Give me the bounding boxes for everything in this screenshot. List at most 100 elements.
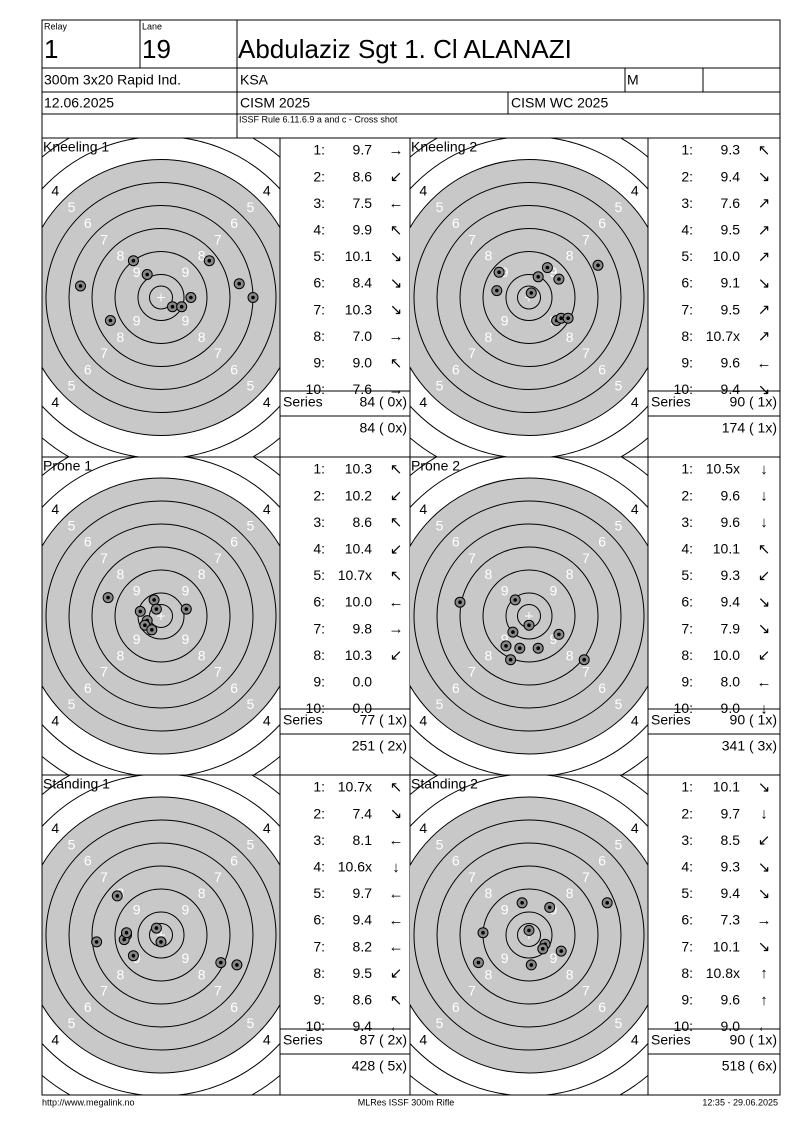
shot-number: 7: xyxy=(313,301,325,317)
series-title: Prone 1 xyxy=(43,458,92,474)
ring-label: 7 xyxy=(214,869,222,885)
shot-number: 1: xyxy=(681,461,693,477)
shot-number: 10: xyxy=(306,700,325,716)
ring-label: 9 xyxy=(181,313,189,329)
hit xyxy=(215,957,227,969)
ring-label: 6 xyxy=(230,853,238,869)
hit xyxy=(523,924,535,936)
ring-label: 6 xyxy=(230,680,238,696)
series-total: 84 ( 0x) xyxy=(360,394,407,410)
shot-direction: ↙ xyxy=(758,647,771,664)
shot-number: 5: xyxy=(313,567,325,583)
shot-number: 2: xyxy=(681,168,693,184)
ring-label: 8 xyxy=(198,966,206,982)
ring-label: 9 xyxy=(181,264,189,280)
shot-number: 9: xyxy=(681,992,693,1008)
ring-label: 4 xyxy=(263,501,271,517)
shot-value: 10.1 xyxy=(713,938,740,954)
ring-label: 6 xyxy=(598,680,606,696)
shot-value: 0.0 xyxy=(353,674,373,690)
hit xyxy=(562,312,574,324)
shot-direction: ↘ xyxy=(758,381,771,398)
ring-label: 5 xyxy=(615,517,623,533)
shot-value: 9.7 xyxy=(353,885,373,901)
ring-label: 4 xyxy=(419,820,427,836)
shot-number: 3: xyxy=(313,832,325,848)
series-total: 87 ( 2x) xyxy=(360,1032,407,1048)
shot-direction: ← xyxy=(757,355,772,372)
ring-label: 5 xyxy=(68,199,76,215)
shot-direction: ↙ xyxy=(390,647,403,664)
shot-number: 10: xyxy=(306,381,325,397)
shot-direction: ↙ xyxy=(390,965,403,982)
relay-label: Relay xyxy=(44,21,68,31)
hit xyxy=(203,255,215,267)
shot-direction: ↖ xyxy=(390,222,403,239)
shot-value: 7.5 xyxy=(353,195,373,211)
shot-direction: → xyxy=(389,328,404,345)
ring-label: 9 xyxy=(549,582,557,598)
ring-label: 7 xyxy=(100,664,108,680)
shot-direction: ↙ xyxy=(390,541,403,558)
ring-label: 7 xyxy=(468,664,476,680)
ring-label: 9 xyxy=(181,901,189,917)
series-title: Standing 2 xyxy=(411,776,478,792)
ring-label: 8 xyxy=(116,966,124,982)
ring-label: 7 xyxy=(582,664,590,680)
shot-value: 10.2 xyxy=(345,487,372,503)
shot-direction: ↖ xyxy=(390,461,403,478)
ring-label: 8 xyxy=(566,647,574,663)
shot-value: 10.0 xyxy=(345,594,372,610)
ring-label: 8 xyxy=(116,248,124,264)
hit xyxy=(472,957,484,969)
rule: ISSF Rule 6.11.6.9 a and c - Cross shot xyxy=(239,114,398,124)
ring-label: 7 xyxy=(100,550,108,566)
ring xyxy=(459,546,599,686)
ring-label: 7 xyxy=(100,983,108,999)
shot-value: 8.4 xyxy=(353,275,373,291)
series-label: Series xyxy=(283,394,323,410)
running-total: 174 ( 1x) xyxy=(722,420,777,436)
shot-direction: ↖ xyxy=(390,567,403,584)
shot-value: 10.7x xyxy=(706,328,740,344)
shot-value: 9.3 xyxy=(721,859,741,875)
ring-label: 5 xyxy=(615,199,623,215)
ring-label: 4 xyxy=(419,394,427,410)
shot-number: 1: xyxy=(313,142,325,158)
lane: 19 xyxy=(142,34,171,64)
ring-label: 6 xyxy=(230,215,238,231)
header-frame xyxy=(41,19,781,1096)
shot-number: 5: xyxy=(681,567,693,583)
ring-label: 6 xyxy=(84,853,92,869)
ring-label: 6 xyxy=(452,999,460,1015)
ring-label: 7 xyxy=(582,869,590,885)
ring-label: 9 xyxy=(181,631,189,647)
ring-label: 9 xyxy=(133,631,141,647)
shot-direction: ↘ xyxy=(758,939,771,956)
hit xyxy=(555,945,567,957)
shot-direction: ↖ xyxy=(390,992,403,1009)
ring xyxy=(91,546,231,686)
shot-direction: ← xyxy=(389,912,404,929)
shot-number: 7: xyxy=(681,938,693,954)
ring-label: 4 xyxy=(631,712,639,728)
shot-value: 9.6 xyxy=(721,487,741,503)
ring-label: 5 xyxy=(436,378,444,394)
shot-direction: ↓ xyxy=(760,514,768,531)
shot-number: 6: xyxy=(313,912,325,928)
shot-number: 4: xyxy=(681,541,693,557)
ring-label: 4 xyxy=(51,1031,59,1047)
ring-label: 9 xyxy=(501,950,509,966)
shot-direction: → xyxy=(389,381,404,398)
ring xyxy=(482,569,576,663)
footer-center: MLRes ISSF 300m Rifle xyxy=(358,1097,455,1107)
shot-number: 3: xyxy=(681,195,693,211)
shot-number: 10: xyxy=(674,381,693,397)
ring-label: 6 xyxy=(84,534,92,550)
ring-label: 6 xyxy=(452,680,460,696)
shot-value: 9.4 xyxy=(721,594,741,610)
shot-number: 9: xyxy=(681,674,693,690)
ring-label: 8 xyxy=(116,566,124,582)
